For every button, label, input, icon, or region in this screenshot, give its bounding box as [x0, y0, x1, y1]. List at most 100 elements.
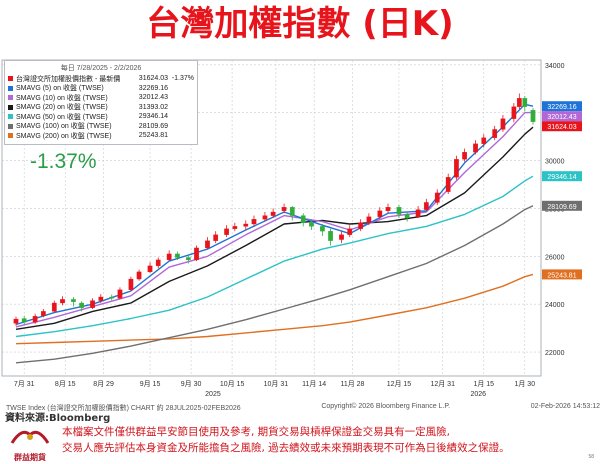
candle-body	[281, 207, 287, 211]
last-value-tag	[542, 101, 582, 112]
legend-value: 32012.43	[138, 94, 168, 102]
x-tick-label: 8月 15	[55, 380, 76, 388]
x-tick-label: 10月 31	[264, 380, 289, 388]
candle-body	[98, 296, 104, 301]
series-line	[15, 273, 534, 345]
legend-row: SMAVG (20) on 收盤 (TWSE) 31393.02	[8, 103, 194, 113]
candle-body	[155, 259, 161, 267]
candle-body	[415, 209, 421, 217]
footnote-center: Copyright© 2026 Bloomberg Finance L.P.	[321, 403, 451, 410]
candle-body	[320, 226, 325, 232]
candle-body	[377, 210, 383, 217]
legend-swatch	[8, 104, 13, 110]
legend-swatch	[8, 85, 13, 91]
last-value-tag	[542, 171, 582, 182]
x-tick-label: 12月 31	[430, 380, 455, 388]
legend-row: 台灣證交所加權股價指數 - 最新價 31624.03 -1.37%	[8, 74, 194, 84]
company-logo: 群益期貨	[6, 425, 54, 462]
legend-label: SMAVG (5) on 收盤 (TWSE)	[16, 85, 104, 93]
footnote-right: 02-Feb-2026 14:53:12	[530, 403, 600, 410]
candle-body	[328, 231, 333, 241]
candle-body	[243, 223, 249, 227]
candle-body	[462, 152, 467, 160]
legend-row: SMAVG (5) on 收盤 (TWSE) 32269.16	[8, 84, 194, 94]
candle-body	[60, 299, 65, 304]
candle-body	[224, 228, 229, 235]
candle-body	[175, 253, 180, 258]
candle-body	[51, 302, 57, 312]
daily-change: -1.37%	[30, 150, 97, 173]
candle-body	[262, 215, 268, 220]
legend-label: 台灣證交所加權股價指數 - 最新價	[16, 75, 121, 83]
candle-body	[185, 257, 191, 261]
y-tick-label: 26000	[545, 254, 565, 261]
legend-value: 29346.14	[138, 113, 168, 121]
legend-label: SMAVG (50) on 收盤 (TWSE)	[16, 113, 108, 121]
last-value-label: 31624.03	[547, 124, 576, 131]
candle-body	[205, 240, 210, 249]
legend-row: SMAVG (50) on 收盤 (TWSE) 29346.14	[8, 112, 194, 122]
candle-body	[511, 106, 517, 119]
candle-body	[109, 296, 115, 299]
legend-date-range: 每日 7/28/2025 - 2/2/2026	[60, 65, 142, 72]
candle-body	[516, 98, 522, 107]
last-value-tag	[542, 111, 582, 122]
candle-body	[71, 299, 76, 302]
last-value-label: 29346.14	[547, 174, 576, 181]
slide-number: 58	[588, 454, 594, 460]
footnote-left: TWSE Index (台灣證交所加權股價指數) CHART 約 28JUL20…	[6, 405, 241, 412]
candle-body	[522, 98, 528, 107]
last-value-label: 25243.81	[547, 272, 576, 279]
legend-swatch	[8, 95, 13, 101]
candle-body	[79, 302, 85, 308]
legend-row: SMAVG (10) on 收盤 (TWSE) 32012.43	[8, 93, 194, 103]
y-tick-label: 22000	[545, 350, 565, 357]
candle-body	[530, 110, 536, 122]
series-line	[15, 175, 534, 338]
legend-value: 31624.03	[138, 75, 168, 83]
x-tick-label: 8月 29	[93, 380, 114, 388]
candle-body	[445, 177, 451, 192]
candle-body	[492, 129, 498, 138]
x-tick-label: 7月 31	[14, 380, 35, 388]
candle-body	[32, 316, 38, 323]
candle-body	[13, 318, 19, 324]
y-tick-label: 30000	[545, 159, 565, 166]
candle-body	[270, 211, 276, 216]
disclaimer-line-2: 交易人應先評估本身資金及所能擔負之風險, 過去績效或未來預期表現不可作為日後績效…	[62, 442, 510, 454]
logo-mark-icon	[10, 430, 50, 444]
x-tick-label: 9月 15	[140, 380, 161, 388]
x-year-label: 2026	[471, 391, 487, 398]
candle-body	[339, 234, 344, 240]
candle-body	[90, 300, 95, 308]
candle-body	[404, 214, 410, 219]
legend-swatch	[8, 76, 13, 82]
last-value-tag	[542, 269, 582, 280]
last-value-label: 28109.69	[547, 204, 576, 211]
candle-body	[232, 226, 238, 229]
candle-body	[213, 234, 219, 241]
disclaimer: 本檔案文件僅供群益早安節目使用及參考, 期貨交易與槓桿保證金交易具有一定風險, …	[62, 424, 592, 456]
legend-value: 32269.16	[138, 84, 168, 92]
legend-row: SMAVG (200) on 收盤 (TWSE) 25243.81	[8, 131, 194, 141]
x-tick-label: 1月 15	[473, 380, 494, 388]
legend-swatch	[8, 114, 13, 120]
chart-footnote: TWSE Index (台灣證交所加權股價指數) CHART 約 28JUL20…	[6, 403, 600, 413]
legend-change: -1.37%	[171, 75, 194, 83]
candle-body	[481, 137, 487, 144]
series-line	[15, 205, 534, 364]
candle-body	[423, 202, 429, 210]
candle-body	[166, 253, 172, 261]
candle-body	[358, 222, 364, 229]
legend-label: SMAVG (10) on 收盤 (TWSE)	[16, 94, 108, 102]
candle-body	[434, 192, 440, 203]
disclaimer-line-1: 本檔案文件僅供群益早安節目使用及參考, 期貨交易與槓桿保證金交易具有一定風險,	[62, 426, 451, 438]
x-tick-label: 1月 30	[514, 380, 535, 388]
candle-body	[454, 159, 459, 178]
candle-body	[473, 143, 478, 153]
x-tick-label: 11月 14	[302, 380, 326, 388]
legend-row: SMAVG (100) on 收盤 (TWSE) 28109.69	[8, 122, 194, 132]
legend-value: 31393.02	[138, 103, 168, 111]
candle-body	[289, 207, 295, 216]
x-tick-label: 12月 15	[387, 380, 412, 388]
